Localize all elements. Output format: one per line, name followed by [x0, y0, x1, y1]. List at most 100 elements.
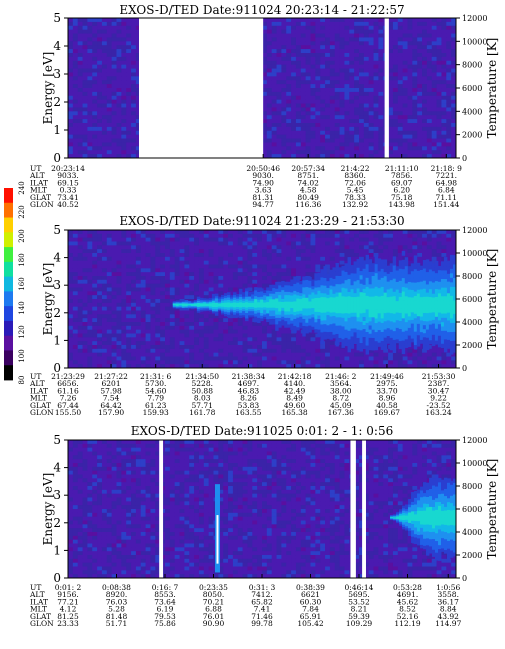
heatmap-cell	[140, 268, 146, 273]
heatmap-cell	[295, 253, 302, 258]
heatmap-cell	[281, 142, 287, 147]
heatmap-cell	[135, 56, 142, 62]
heatmap-cell	[310, 253, 316, 258]
heatmap-cell	[257, 230, 263, 235]
heatmap-cell	[121, 233, 127, 238]
heatmap-cell	[368, 80, 374, 85]
heatmap-cell	[189, 310, 195, 315]
heatmap-cell	[344, 99, 350, 104]
heatmap-cell	[228, 352, 234, 357]
heatmap-cell	[354, 107, 360, 112]
heatmap-cell	[77, 99, 83, 104]
heatmap-cell	[412, 60, 418, 65]
heatmap-cell	[145, 279, 151, 284]
heatmap-cell	[208, 249, 214, 254]
heatmap-cell	[257, 325, 263, 330]
heatmap-cell	[295, 45, 302, 50]
heatmap-cell	[194, 314, 200, 319]
heatmap-cell	[247, 287, 253, 292]
heatmap-cell	[218, 329, 224, 334]
heatmap-cell	[359, 84, 365, 89]
heatmap-cell	[266, 103, 272, 108]
heatmap-cell	[68, 295, 74, 300]
heatmap-cell	[305, 130, 311, 135]
heatmap-cell	[126, 295, 132, 300]
heatmap-cell	[145, 245, 151, 250]
heatmap-cell	[203, 276, 209, 281]
heatmap-cell	[412, 72, 418, 77]
heatmap-cell	[300, 107, 306, 112]
heatmap-cell	[126, 84, 132, 89]
heatmap-cell	[242, 337, 248, 342]
heatmap-cell	[126, 260, 132, 265]
heatmap-cell	[155, 333, 161, 338]
heatmap-cell	[228, 249, 234, 254]
heatmap-cell	[266, 142, 272, 147]
heatmap-cell	[388, 25, 394, 30]
heatmap-cell	[373, 41, 379, 46]
heatmap-cell	[198, 283, 205, 288]
heatmap-cell	[198, 291, 205, 296]
heatmap-cell	[310, 49, 316, 54]
heatmap-cell	[441, 138, 447, 143]
heatmap-cell	[247, 352, 253, 357]
heatmap-cell	[72, 348, 78, 353]
heatmap-cell	[160, 253, 166, 258]
heatmap-cell	[232, 249, 239, 254]
heatmap-cell	[82, 21, 88, 27]
heatmap-cell	[92, 256, 98, 261]
heatmap-cell	[72, 233, 78, 238]
heatmap-cell	[87, 119, 93, 124]
heatmap-cell	[315, 249, 321, 254]
heatmap-cell	[87, 241, 93, 246]
heatmap-cell	[392, 99, 399, 104]
heatmap-cell	[373, 142, 379, 147]
heatmap-cell	[446, 150, 452, 155]
heatmap-cell	[426, 126, 433, 132]
heatmap-cell	[407, 142, 413, 147]
heatmap-cell	[82, 291, 88, 296]
heatmap-cell	[368, 126, 374, 132]
heatmap-cell	[392, 119, 399, 124]
heatmap-cell	[329, 356, 336, 361]
heatmap-cell	[295, 37, 302, 42]
heatmap-cell	[257, 348, 263, 353]
heatmap-cell	[92, 33, 98, 38]
heatmap-cell	[359, 25, 365, 30]
heatmap-cell	[271, 146, 277, 151]
heatmap-cell	[373, 123, 379, 128]
heatmap-cell	[426, 84, 433, 89]
heatmap-cell	[77, 287, 83, 292]
heatmap-cell	[97, 348, 103, 353]
heatmap-cell	[131, 72, 137, 77]
heatmap-cell	[131, 134, 137, 139]
heatmap-cell	[412, 138, 418, 143]
heatmap-cell	[286, 33, 292, 38]
y-tick-label: 1	[53, 123, 61, 137]
heatmap-cell	[276, 260, 282, 265]
heatmap-cell	[325, 245, 331, 250]
heatmap-cell	[315, 134, 321, 139]
heatmap-cell	[101, 138, 108, 143]
heatmap-cell	[266, 260, 272, 265]
heatmap-cell	[155, 310, 161, 315]
table-cell: 6.84	[438, 186, 455, 195]
heatmap-cell	[228, 291, 234, 296]
heatmap-cell	[305, 80, 311, 85]
heatmap-cell	[111, 18, 117, 23]
heatmap-cell	[266, 268, 272, 273]
heatmap-cell	[363, 115, 369, 120]
heatmap-cell	[431, 154, 437, 159]
heatmap-cell	[126, 345, 132, 350]
heatmap-cell	[334, 84, 340, 89]
heatmap-cell	[320, 142, 326, 147]
heatmap-cell	[320, 88, 326, 93]
table-row-label: UT	[30, 164, 41, 173]
panel-title: EXOS-D/TED Date:911024 20:23:14 - 21:22:…	[119, 3, 404, 17]
heatmap-cell	[82, 84, 88, 89]
heatmap-cell	[295, 276, 302, 281]
heatmap-cell	[121, 99, 127, 104]
heatmap-cell	[106, 325, 112, 330]
heatmap-cell	[300, 260, 306, 265]
heatmap-cell	[392, 21, 399, 27]
